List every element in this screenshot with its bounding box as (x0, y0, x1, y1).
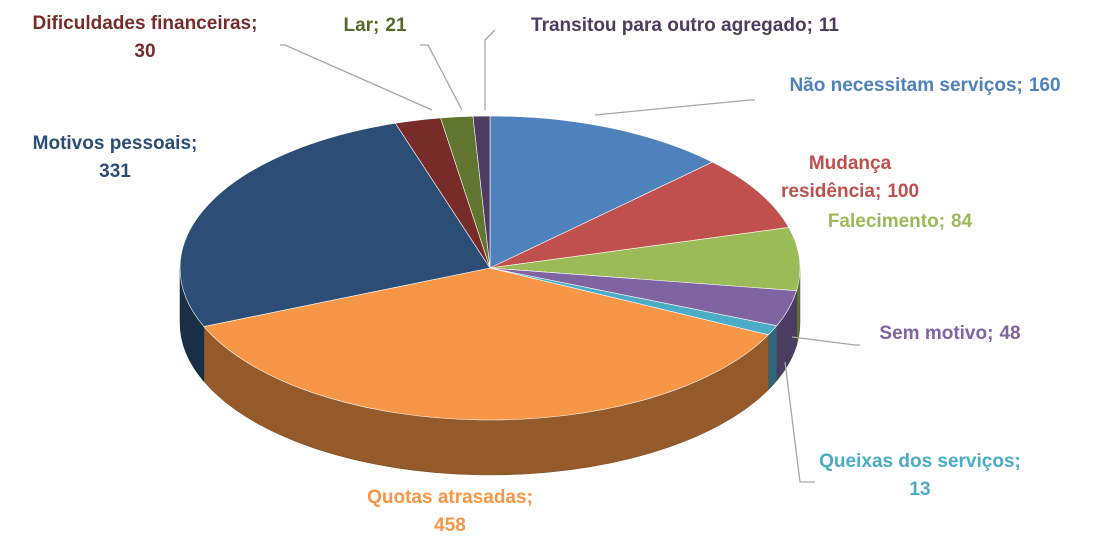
cat: Mudança residência (780, 153, 892, 202)
data-label: Não necessitam serviços; 160 (745, 72, 1094, 100)
cat: Falecimento (827, 211, 939, 232)
data-label: Motivos pessoais; 331 (0, 130, 230, 186)
val: 13 (909, 479, 931, 500)
cat: Não necessitam serviços (789, 75, 1017, 96)
slice-side (768, 325, 777, 391)
cat: Dificuldades financeiras (32, 13, 252, 34)
val: 458 (434, 515, 466, 536)
cat: Queixas dos serviços (819, 451, 1015, 472)
leader-line (791, 336, 860, 346)
data-label: Dificuldades financeiras; 30 (0, 10, 295, 66)
sep: ; (526, 487, 533, 508)
slice (472, 115, 491, 269)
slice (489, 161, 790, 269)
leader-line (594, 99, 755, 116)
cat: Quotas atrasadas (367, 487, 527, 508)
data-label: Mudança residência; 100 (763, 150, 938, 206)
slice (489, 227, 801, 292)
val: 21 (385, 15, 407, 36)
leader-line (784, 361, 815, 483)
sep: ; (987, 323, 994, 344)
leader-line (280, 44, 433, 111)
data-label: Queixas dos serviços; 13 (805, 448, 1035, 504)
val: 30 (134, 41, 156, 62)
sep: ; (373, 15, 380, 36)
sep: ; (1014, 451, 1021, 472)
val: 11 (818, 15, 839, 36)
val: 331 (99, 161, 131, 182)
sep: ; (1016, 75, 1023, 96)
cat: Transitou para outro agregado (531, 15, 807, 36)
val: 84 (951, 211, 973, 232)
data-label: Falecimento; 84 (785, 208, 1015, 236)
data-label: Transitou para outro agregado; 11 (475, 12, 895, 40)
cat: Motivos pessoais (32, 133, 192, 154)
val: 100 (887, 181, 920, 202)
slice (489, 115, 714, 269)
sep: ; (938, 211, 946, 232)
leader-line (420, 44, 463, 111)
data-label: Sem motivo; 48 (835, 320, 1065, 348)
val: 48 (999, 323, 1021, 344)
slice (203, 267, 770, 421)
cat: Lar (343, 15, 374, 36)
sep: ; (806, 15, 813, 36)
leader-line (484, 29, 496, 110)
sep: ; (251, 13, 258, 34)
cat: Sem motivo (879, 323, 988, 344)
slice (179, 122, 491, 327)
val: 160 (1028, 75, 1061, 96)
sep: ; (191, 133, 198, 154)
data-label: Quotas atrasadas; 458 (340, 484, 560, 540)
data-label: Lar; 21 (320, 12, 430, 40)
sep: ; (874, 181, 882, 202)
